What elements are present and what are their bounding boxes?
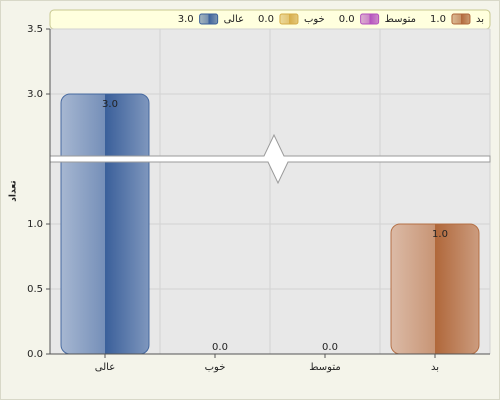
axis-break <box>49 133 491 185</box>
legend-label: خوب <box>304 14 325 25</box>
legend-value: 0.0 <box>339 14 355 25</box>
x-tick-label: متوسط <box>309 362 340 373</box>
legend-swatch <box>360 13 380 25</box>
bar <box>390 223 480 355</box>
legend-swatch <box>199 13 219 25</box>
value-label: 3.0 <box>102 99 118 110</box>
legend-label: بد <box>476 14 484 25</box>
legend-label: متوسط <box>385 14 416 25</box>
y-tick-label: 3.5 <box>27 24 43 35</box>
value-label: 0.0 <box>322 342 338 353</box>
x-tick-label: بد <box>431 362 439 373</box>
y-tick-label: 0.0 <box>27 349 43 360</box>
y-axis-label: تعداد <box>9 180 19 201</box>
legend-swatch <box>451 13 471 25</box>
value-label: 1.0 <box>432 229 448 240</box>
legend-value: 1.0 <box>430 14 446 25</box>
y-tick-label: 0.5 <box>27 284 43 295</box>
y-tick-label: 3.0 <box>27 89 43 100</box>
legend-label: عالی <box>224 14 244 25</box>
legend-swatch <box>279 13 299 25</box>
x-tick-label: عالی <box>95 362 115 373</box>
y-tick-label: 1.0 <box>27 219 43 230</box>
value-label: 0.0 <box>212 342 228 353</box>
x-tick-label: خوب <box>205 362 226 373</box>
legend-value: 3.0 <box>178 14 194 25</box>
bar <box>60 93 150 355</box>
legend-value: 0.0 <box>258 14 274 25</box>
